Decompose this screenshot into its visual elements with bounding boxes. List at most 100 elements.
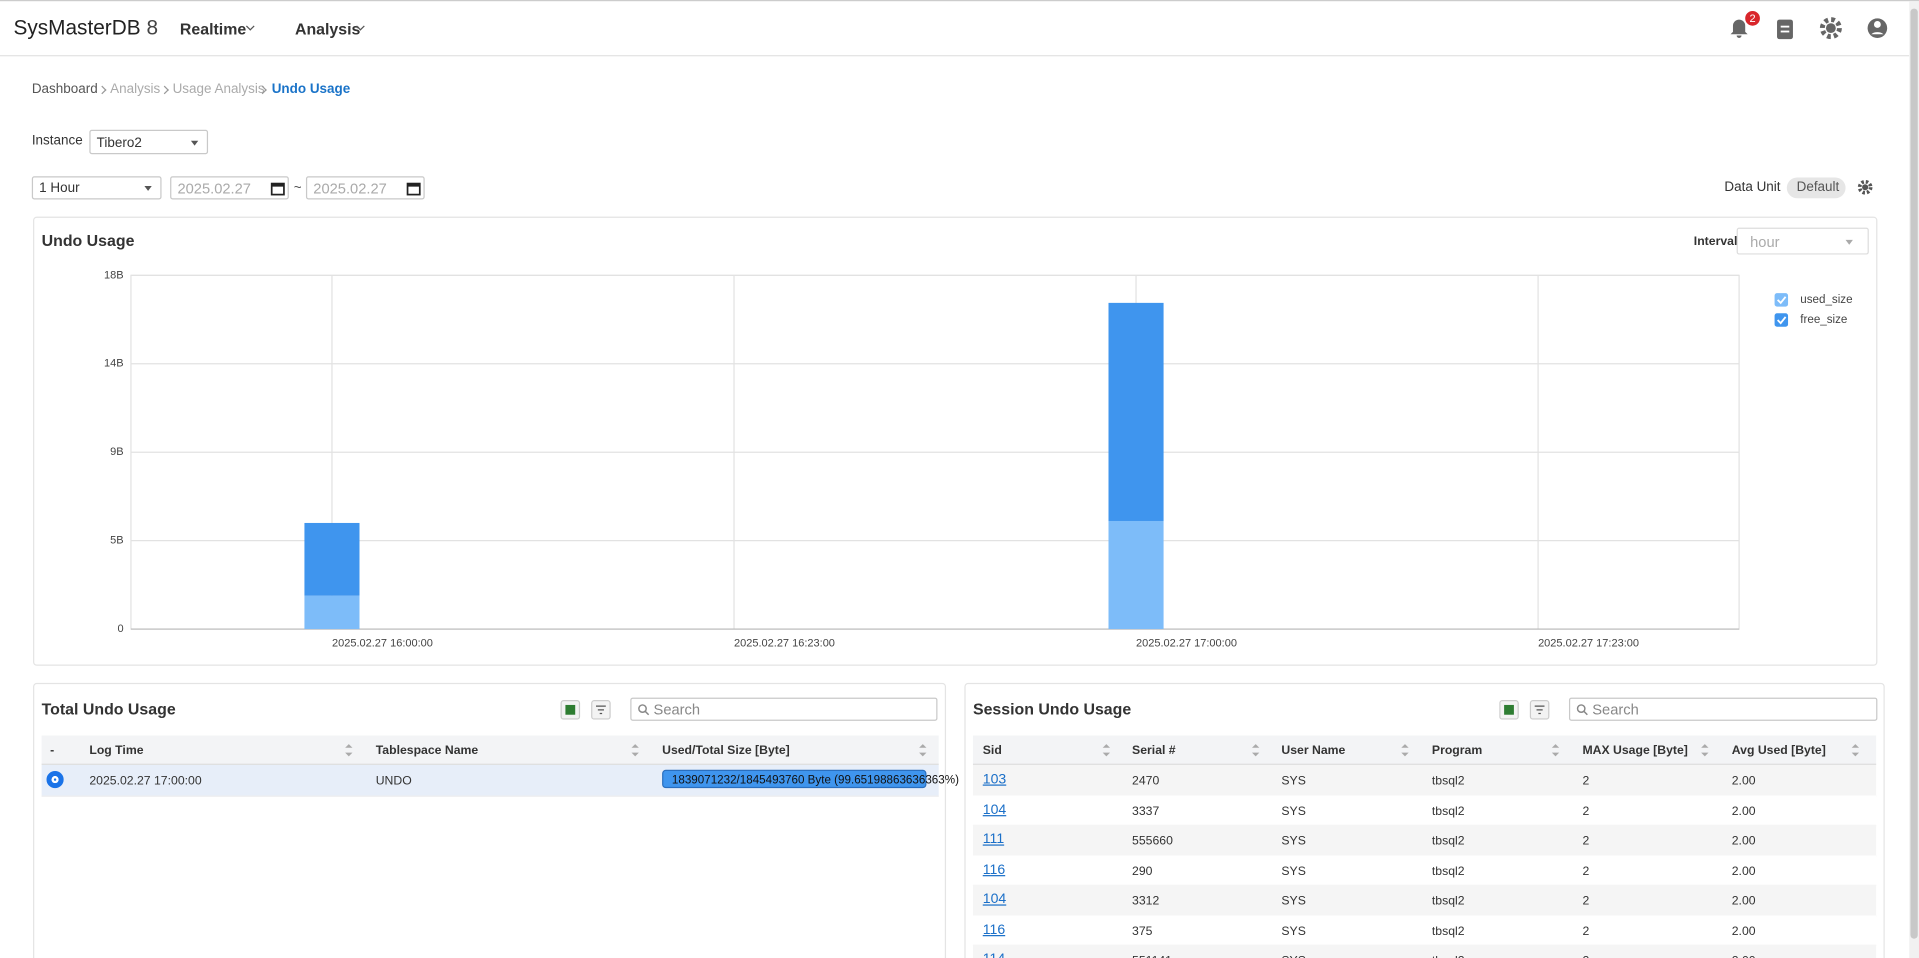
data-unit-settings[interactable] — [1857, 179, 1874, 196]
breadcrumb-item[interactable]: Dashboard — [31, 81, 98, 97]
cell: 2.00 — [1731, 774, 1756, 789]
sid-link[interactable]: 104 — [982, 892, 1007, 907]
sort-icon[interactable] — [1701, 744, 1709, 757]
legend-check — [1776, 316, 1787, 325]
sort-icon[interactable] — [1102, 744, 1111, 757]
cell: 2.00 — [1732, 955, 1756, 958]
settings-icon[interactable] — [1819, 17, 1842, 40]
cell: tbsql2 — [1431, 864, 1465, 879]
interval-label: Interval — [1693, 234, 1738, 249]
report-icon[interactable] — [1777, 19, 1793, 40]
interval-value: hour — [1750, 233, 1780, 251]
sid-link[interactable]: 104 — [982, 802, 1007, 817]
cell: 551141 — [1132, 955, 1172, 958]
table-tools — [1499, 700, 1550, 720]
sid-link[interactable]: 111 — [982, 832, 1005, 847]
column-header[interactable]: Used/Total Size [Byte] — [662, 744, 790, 758]
panel-title: Session Undo Usage — [972, 700, 1132, 719]
calendar-icon[interactable] — [406, 181, 421, 196]
filter-icon — [1534, 705, 1545, 715]
sid-link[interactable]: 116 — [982, 862, 1006, 877]
start-date-input[interactable]: 2025.02.27 — [170, 176, 289, 200]
sid-link[interactable]: 103 — [982, 772, 1007, 787]
sort-icon[interactable] — [1551, 744, 1560, 757]
table-row[interactable] — [972, 944, 1877, 958]
cell: 2 — [1582, 955, 1589, 958]
search-input[interactable]: Search — [630, 697, 938, 721]
legend-label: used_size — [1800, 293, 1852, 306]
notification-badge — [1745, 11, 1760, 26]
column-header[interactable]: Avg Used [Byte] — [1731, 744, 1826, 758]
sort-icon[interactable] — [1851, 744, 1860, 757]
chart: 0 5B 9B 14B 18B 2025.02.27 16:00:00 2025.02.27… — [104, 269, 1853, 649]
sort-icon[interactable] — [1401, 744, 1409, 757]
panel-title: Total Undo Usage — [41, 700, 176, 719]
cell: 2.00 — [1731, 804, 1756, 819]
data-unit-pill[interactable]: Default — [1786, 177, 1846, 199]
cell: SYS — [1281, 774, 1306, 789]
cell: UNDO — [375, 774, 412, 789]
legend-label: free_size — [1800, 313, 1847, 326]
scrollbar-thumb[interactable] — [1910, 8, 1918, 939]
table-header — [972, 735, 1877, 765]
sid-link[interactable]: 114 — [983, 952, 1005, 958]
breadcrumb-current: Undo Usage — [271, 81, 351, 97]
column-header[interactable]: Serial # — [1132, 744, 1176, 758]
sort-icon[interactable] — [345, 744, 353, 757]
cell: 2.00 — [1731, 864, 1756, 879]
column-header[interactable]: Tablespace Name — [375, 744, 479, 758]
instance-select[interactable]: Tibero2 — [89, 129, 209, 155]
nav-item[interactable]: Analysis — [294, 19, 361, 38]
bell-icon[interactable] — [1730, 19, 1748, 38]
search-icon — [638, 704, 650, 716]
instance-label: Instance — [31, 133, 83, 149]
legend-swatch — [1774, 293, 1789, 307]
column-header[interactable]: User Name — [1281, 744, 1346, 758]
end-date-input[interactable]: 2025.02.27 — [305, 176, 425, 200]
sort-icon[interactable] — [1251, 744, 1260, 757]
breadcrumb-item[interactable]: Analysis — [110, 81, 161, 97]
start-date: 2025.02.27 — [177, 179, 251, 198]
search-input[interactable]: Search — [1568, 697, 1878, 721]
csv-icon — [1504, 704, 1514, 715]
cell: SYS — [1281, 924, 1306, 939]
user-head — [1873, 21, 1881, 28]
scrollbar[interactable] — [1909, 1, 1919, 958]
calendar-icon[interactable] — [270, 181, 285, 196]
table-row[interactable] — [972, 884, 1877, 917]
cell: SYS — [1281, 864, 1306, 879]
user-icon[interactable] — [1867, 18, 1888, 38]
select-caret — [1845, 239, 1853, 245]
bar-segment — [1108, 520, 1164, 630]
column-header[interactable]: Program — [1431, 744, 1483, 758]
settings-core — [1825, 23, 1836, 34]
column-header[interactable]: - — [50, 744, 55, 758]
cell: tbsql2 — [1431, 804, 1465, 819]
cell: 2025.02.27 17:00:00 — [89, 774, 202, 789]
cell: 2 — [1582, 864, 1590, 879]
period-select[interactable]: 1 Hour — [31, 176, 162, 200]
sid-link[interactable]: 116 — [982, 922, 1006, 937]
cell: 2 — [1582, 804, 1590, 819]
session-table: Sid Serial # User Name Program MAX Usage [By… — [972, 735, 1877, 958]
column-header[interactable]: Log Time — [89, 744, 144, 758]
cell: 375 — [1132, 924, 1153, 939]
search-placeholder: Search — [653, 701, 701, 719]
search-placeholder: Search — [1592, 701, 1639, 719]
sort-icon[interactable] — [631, 744, 639, 757]
breadcrumb-item[interactable]: Usage Analysis — [172, 81, 265, 97]
legend-swatch — [1774, 313, 1789, 327]
cell: tbsql2 — [1431, 774, 1465, 789]
cell: SYS — [1281, 955, 1305, 958]
brand[interactable]: SysMasterDB 8 — [13, 17, 158, 38]
cell: 2470 — [1132, 774, 1160, 789]
nav-item[interactable]: Realtime — [179, 19, 247, 38]
sort-icon[interactable] — [919, 744, 927, 757]
header-icons: 2 — [1730, 11, 1888, 40]
column-header[interactable]: Sid — [982, 744, 1002, 758]
interval-select[interactable]: hour — [1736, 227, 1869, 255]
row-radio[interactable] — [46, 771, 64, 789]
column-header[interactable]: MAX Usage [Byte] — [1582, 744, 1688, 758]
cell: 2.00 — [1731, 834, 1756, 849]
